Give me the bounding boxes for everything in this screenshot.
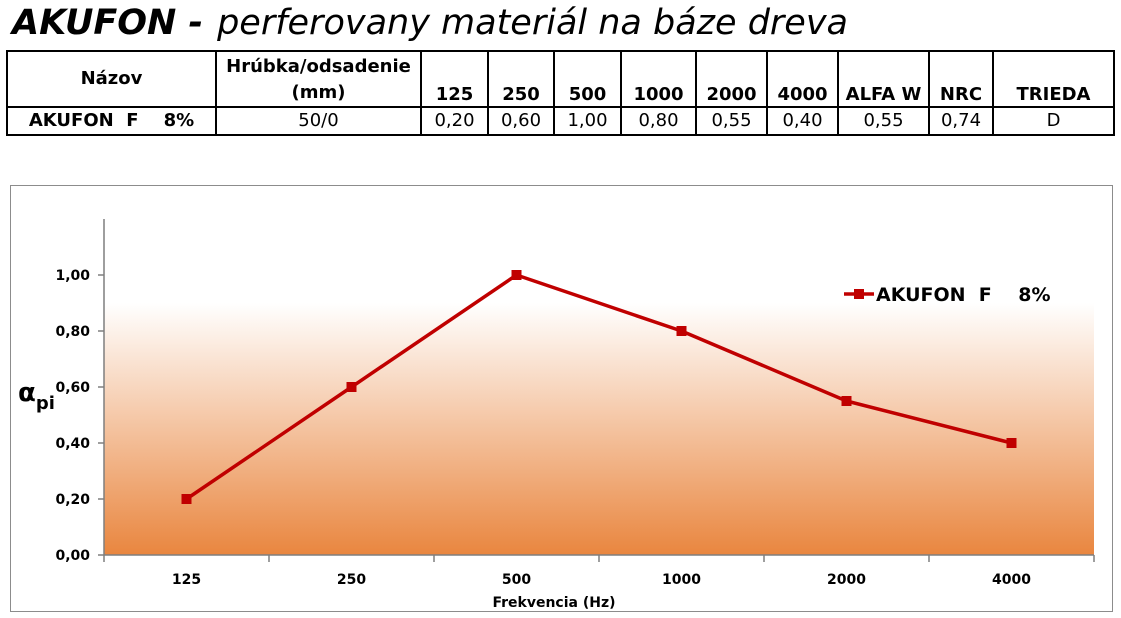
header-2000: 2000: [695, 50, 768, 108]
plot-area: [104, 219, 1094, 555]
data-point: [841, 396, 852, 406]
x-tick-label: 1000: [662, 572, 701, 588]
header-1000: 1000: [620, 50, 697, 108]
y-tick-label: 1,00: [55, 268, 90, 284]
x-tick-label: 250: [337, 572, 366, 588]
heading-subtitle: perferovany materiál na báze dreva: [217, 3, 849, 43]
header-125: 125: [420, 50, 489, 108]
x-tick-label: 500: [502, 572, 531, 588]
y-tick-label: 0,00: [55, 548, 90, 564]
cell-1000: 0,80: [620, 106, 697, 136]
data-point: [1006, 438, 1017, 448]
spec-table: Názov Hrúbka/odsadenie (mm) 125 250 500 …: [6, 50, 1115, 136]
header-alfa-w: ALFA W: [837, 50, 930, 108]
x-tick-label: 125: [172, 572, 201, 588]
y-tick-label: 0,60: [55, 380, 90, 396]
header-trieda: TRIEDA: [992, 50, 1115, 108]
heading-brand: AKUFON -: [12, 3, 204, 43]
table-header-row: Názov Hrúbka/odsadenie (mm) 125 250 500 …: [6, 50, 1115, 108]
data-point: [676, 326, 687, 336]
x-axis-title: Frekvencia (Hz): [492, 595, 615, 611]
y-axis-title-main: α: [18, 378, 36, 408]
y-tick-label: 0,20: [55, 492, 90, 508]
cell-alfa-w: 0,55: [837, 106, 930, 136]
data-point: [511, 270, 522, 280]
x-tick-label: 2000: [827, 572, 866, 588]
cell-nrc: 0,74: [928, 106, 994, 136]
data-point: [181, 494, 192, 504]
header-name: Názov: [6, 50, 217, 108]
y-tick-label: 0,80: [55, 324, 90, 340]
legend-marker: [854, 289, 864, 299]
cell-250: 0,60: [487, 106, 555, 136]
cell-125: 0,20: [420, 106, 489, 136]
data-point: [346, 382, 357, 392]
header-nrc: NRC: [928, 50, 994, 108]
table-row: AKUFON F 8% 50/0 0,20 0,60 1,00 0,80 0,5…: [6, 106, 1115, 136]
legend-label: AKUFON F 8%: [876, 284, 1050, 306]
cell-trieda: D: [992, 106, 1115, 136]
cell-name: AKUFON F 8%: [6, 106, 217, 136]
series-line: [185, 273, 1012, 501]
cell-2000: 0,55: [695, 106, 768, 136]
absorption-chart: 0,00 0,20 0,40 0,60 0,80 1,00 125 250 500 1000 200…: [18, 219, 1095, 611]
y-axis-title: αpi: [18, 378, 55, 414]
header-500: 500: [553, 50, 622, 108]
chart-frame: 0,00 0,20 0,40 0,60 0,80 1,00 125 250 500 1000 200…: [10, 185, 1113, 612]
cell-500: 1,00: [553, 106, 622, 136]
x-tick-label: 4000: [992, 572, 1031, 588]
y-axis-title-sub: pi: [36, 393, 55, 414]
cell-thickness: 50/0: [215, 106, 422, 136]
header-thickness: Hrúbka/odsadenie (mm): [215, 50, 422, 108]
page-heading: AKUFON - perferovany materiál na báze dre…: [12, 0, 848, 46]
cell-4000: 0,40: [766, 106, 839, 136]
y-tick-label: 0,40: [55, 436, 90, 452]
header-4000: 4000: [766, 50, 839, 108]
header-250: 250: [487, 50, 555, 108]
